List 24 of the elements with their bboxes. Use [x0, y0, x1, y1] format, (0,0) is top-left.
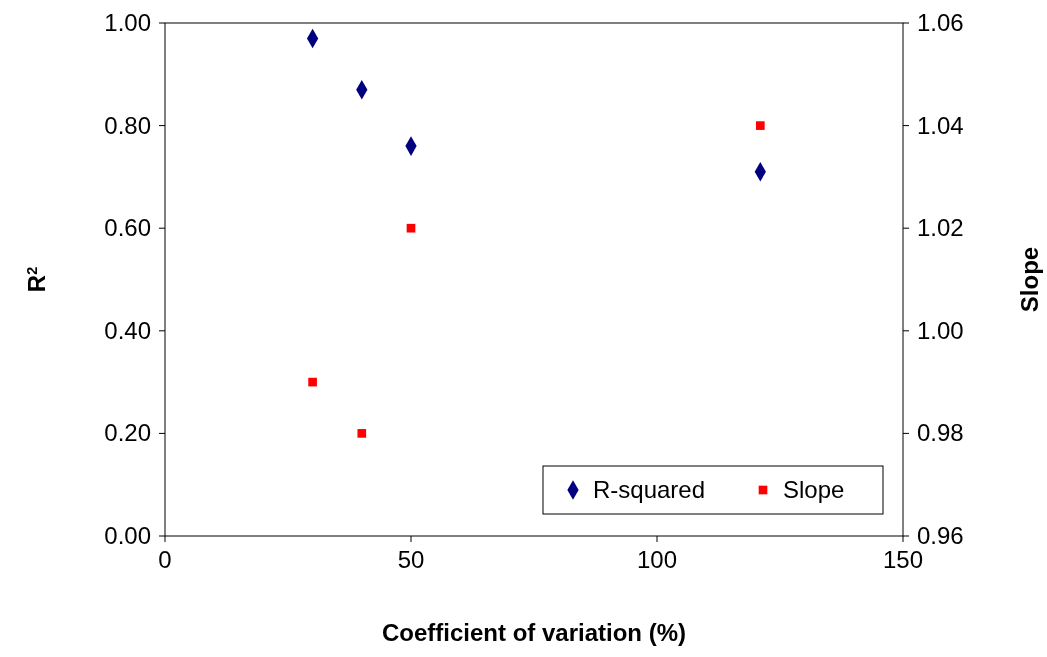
legend-label: Slope — [783, 476, 845, 503]
point — [406, 223, 416, 233]
y2-tick-label: 1.06 — [917, 9, 964, 36]
y-tick-label: 0.20 — [104, 419, 151, 447]
y2-tick-label: 0.96 — [917, 522, 964, 549]
y-tick-label: 0.40 — [104, 316, 151, 344]
x-tick-label: 0 — [158, 546, 172, 573]
y-tick-label: 0.80 — [104, 111, 151, 139]
legend-label: R-squared — [593, 476, 706, 503]
y2-tick-label: 1.02 — [917, 214, 964, 242]
y-tick-label: 1.00 — [104, 9, 151, 36]
y2-axis-title: Slope — [1016, 246, 1043, 313]
point — [357, 429, 367, 438]
x-axis-title: Coefficient of variation (%) — [381, 619, 687, 646]
x-tick-label: 100 — [636, 546, 678, 573]
x-tick-label: 150 — [882, 546, 924, 573]
x-tick-label: 50 — [397, 546, 425, 573]
point — [308, 377, 317, 387]
y-tick-label: 0.00 — [104, 522, 151, 549]
y2-tick-label: 1.00 — [917, 316, 964, 344]
point — [755, 121, 765, 130]
y-tick-label: 0.60 — [104, 214, 151, 242]
y2-tick-label: 0.98 — [917, 419, 964, 447]
y2-tick-label: 1.04 — [917, 111, 964, 139]
